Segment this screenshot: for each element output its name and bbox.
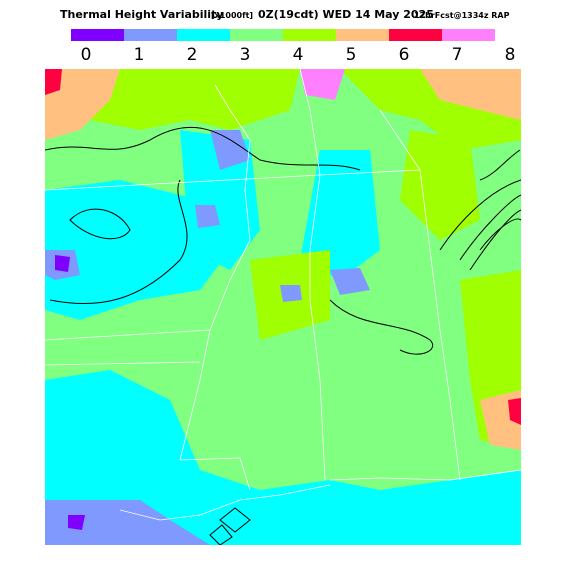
legend-label: 2	[187, 45, 198, 65]
legend-swatch	[389, 29, 442, 41]
field-region	[45, 69, 62, 95]
units: [x1000ft]	[211, 11, 253, 20]
title: Thermal Height Variability [x1000ft] 0Z(…	[60, 3, 510, 22]
legend-label: 1	[134, 45, 145, 65]
field-region	[180, 130, 260, 270]
legend-label: 5	[346, 45, 357, 65]
title-text: Thermal Height Variability	[60, 8, 224, 21]
legend-swatch	[124, 29, 177, 41]
map	[45, 69, 521, 545]
field-region	[420, 69, 521, 120]
legend-swatch	[177, 29, 230, 41]
field-region	[45, 69, 120, 140]
run-info: 12hrFcst@1334z RAP	[414, 11, 510, 20]
field-region	[45, 370, 521, 545]
valid-time: 0Z(19cdt) WED 14 May 2025	[258, 8, 434, 21]
legend-label: 0	[81, 45, 92, 65]
legend: 0 1 2 3 4 5 6 7 8	[71, 29, 515, 65]
field-region	[55, 255, 70, 272]
field-region	[300, 69, 345, 100]
legend-swatch	[283, 29, 336, 41]
legend-swatch	[71, 29, 124, 41]
legend-label: 7	[452, 45, 463, 65]
field-region	[330, 268, 370, 295]
contours	[45, 126, 521, 545]
field-region	[210, 130, 250, 170]
legend-label: 8	[505, 45, 516, 65]
field-region	[300, 150, 380, 280]
field-region	[280, 285, 302, 302]
legend-label: 3	[240, 45, 251, 65]
field-region	[68, 515, 85, 530]
field-region	[45, 500, 210, 545]
legend-swatch	[230, 29, 283, 41]
legend-label: 4	[293, 45, 304, 65]
legend-label: 6	[399, 45, 410, 65]
field-region	[400, 130, 480, 240]
boundaries	[45, 69, 521, 521]
field-region	[508, 398, 521, 425]
legend-swatch	[442, 29, 495, 41]
legend-swatch	[336, 29, 389, 41]
field-region	[195, 205, 220, 228]
